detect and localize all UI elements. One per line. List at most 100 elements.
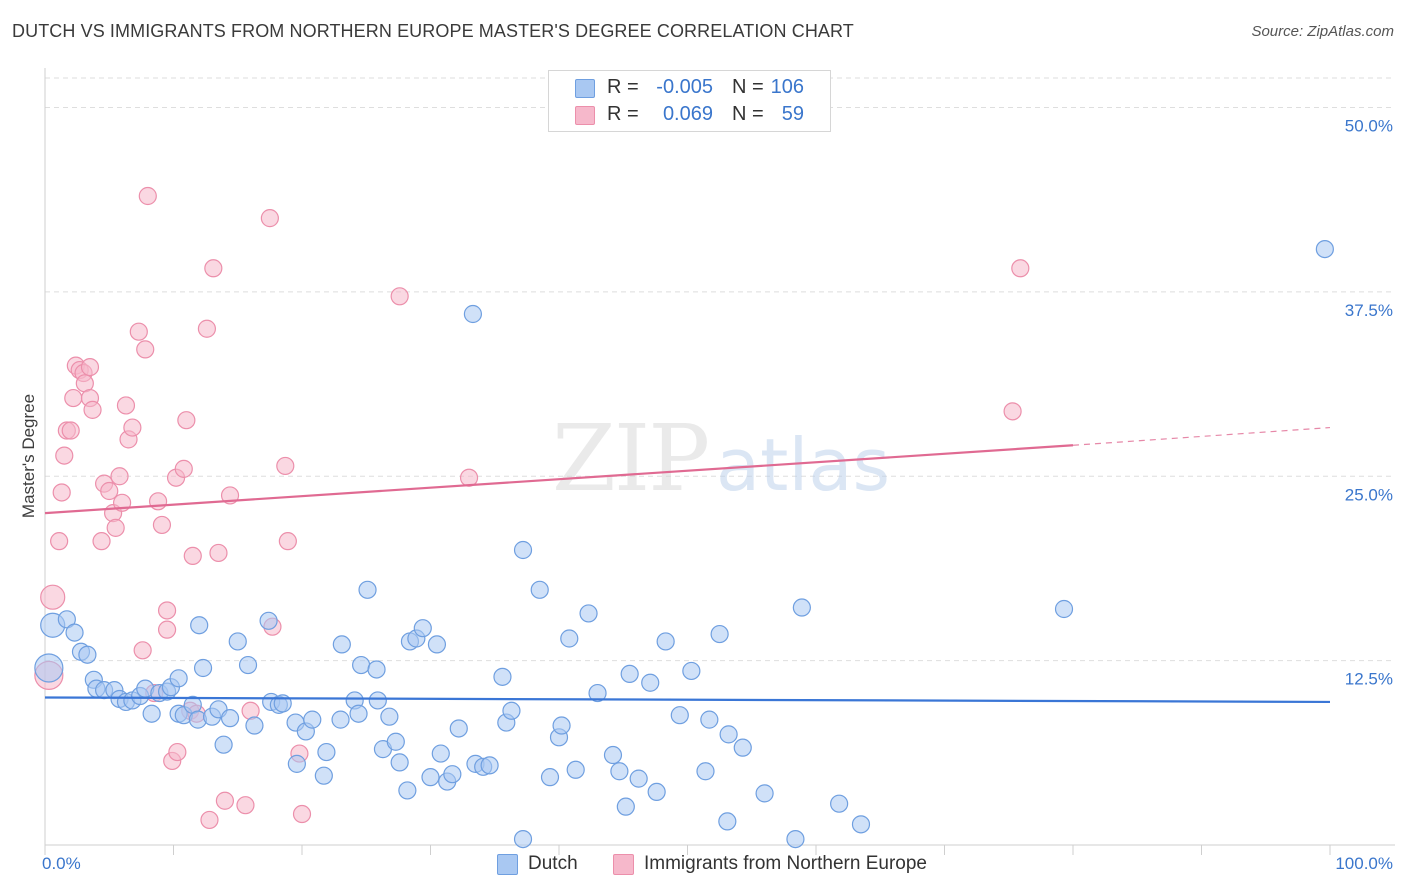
- immigrants-trend-line: [44, 444, 1074, 515]
- immigrants-point: [157, 620, 177, 639]
- legend-label-immigrants: Immigrants from Northern Europe: [644, 853, 927, 874]
- immigrants-point: [133, 641, 152, 660]
- dutch-point: [303, 710, 322, 729]
- immigrants-point: [106, 518, 125, 537]
- immigrants-point: [1003, 402, 1022, 421]
- dutch-point: [34, 653, 64, 683]
- dutch-point: [656, 632, 675, 651]
- immigrants-point: [215, 791, 234, 810]
- dutch-point: [579, 604, 598, 623]
- dutch-point: [610, 762, 629, 781]
- dutch-point: [390, 753, 409, 772]
- legend-n-label: N =: [732, 103, 764, 125]
- dutch-point: [368, 691, 387, 710]
- y-tick-label: 12.5%: [1345, 670, 1393, 689]
- y-axis-label: Master's Degree: [19, 394, 38, 518]
- dutch-point: [65, 623, 84, 642]
- immigrants-point: [390, 287, 409, 306]
- trend-lines: [44, 426, 1331, 704]
- dutch-point: [449, 719, 468, 738]
- dutch-point: [560, 629, 579, 648]
- dutch-point: [480, 756, 499, 775]
- dutch-point: [367, 660, 386, 679]
- immigrants-point: [116, 396, 136, 415]
- dutch-point: [647, 782, 666, 802]
- dutch-point: [540, 768, 560, 787]
- dutch-point: [287, 754, 306, 773]
- series-dutch-points: [34, 240, 1334, 849]
- dutch-point: [259, 611, 278, 630]
- immigrants-point: [40, 584, 66, 610]
- dutch-point: [603, 745, 623, 765]
- immigrants-point: [138, 186, 157, 206]
- dutch-point: [530, 580, 549, 599]
- legend-n-label: N =: [732, 76, 764, 98]
- legend-swatch-dutch: [575, 79, 595, 98]
- immigrants-trend-extension: [1072, 426, 1331, 446]
- dutch-point: [629, 769, 648, 788]
- immigrants-point: [204, 259, 223, 278]
- dutch-point: [413, 619, 432, 638]
- source-label: Source: ZipAtlas.com: [1251, 23, 1394, 40]
- immigrants-point: [80, 358, 100, 377]
- legend-r-value: 0.069: [662, 103, 713, 125]
- immigrants-point: [92, 532, 111, 551]
- dutch-point: [502, 701, 521, 720]
- dutch-point: [317, 742, 336, 762]
- immigrants-point: [50, 532, 69, 551]
- immigrants-point: [61, 421, 80, 440]
- legend-r-label: R =: [607, 76, 639, 98]
- immigrants-point: [276, 456, 295, 476]
- dutch-point: [718, 812, 737, 831]
- dutch-point: [670, 706, 689, 725]
- dutch-point: [169, 669, 188, 688]
- dutch-point: [1315, 240, 1334, 259]
- axes: [44, 68, 1395, 855]
- grid-lines: [45, 77, 1395, 662]
- y-tick-label: 50.0%: [1345, 117, 1393, 136]
- dutch-point: [398, 781, 417, 800]
- dutch-point: [142, 704, 161, 723]
- dutch-trend-line: [44, 696, 1331, 704]
- immigrants-point: [236, 796, 255, 815]
- dutch-point: [421, 768, 440, 787]
- dutch-point: [380, 707, 399, 726]
- legend-swatch-dutch: [497, 854, 518, 875]
- immigrants-point: [168, 742, 187, 762]
- immigrants-point: [197, 319, 217, 338]
- dutch-point: [427, 635, 447, 654]
- legend-r-value: -0.005: [656, 76, 713, 98]
- dutch-point: [620, 664, 639, 684]
- legend-n-value: 106: [770, 76, 804, 98]
- immigrants-point: [177, 411, 196, 430]
- legend-row-immigrants: R = 0.069 N = 59: [549, 102, 830, 128]
- dutch-point: [493, 667, 512, 686]
- watermark-atlas: atlas: [716, 423, 890, 507]
- immigrants-point: [1011, 259, 1030, 278]
- dutch-point: [220, 709, 240, 728]
- watermark-zip: ZIP: [552, 405, 708, 512]
- dutch-point: [733, 738, 752, 757]
- dutch-point: [314, 766, 333, 785]
- series-immigrants-points: [34, 186, 1030, 830]
- immigrants-point: [136, 340, 155, 359]
- dutch-point: [238, 655, 258, 675]
- series-legend: Dutch Immigrants from Northern Europe: [0, 852, 1406, 878]
- dutch-point: [228, 632, 247, 651]
- immigrants-point: [200, 810, 219, 830]
- dutch-point: [1054, 599, 1074, 619]
- dutch-point: [552, 716, 571, 735]
- dutch-point: [214, 735, 233, 754]
- dutch-point: [513, 829, 533, 849]
- dutch-point: [641, 673, 660, 692]
- immigrants-point: [55, 446, 74, 465]
- immigrants-point: [52, 483, 71, 502]
- legend-label-dutch: Dutch: [528, 853, 578, 874]
- immigrants-point: [64, 388, 83, 408]
- x-tick-label: 0.0%: [42, 854, 81, 873]
- immigrants-point: [129, 322, 148, 341]
- y-tick-label: 37.5%: [1345, 301, 1393, 320]
- y-tick-label: 25.0%: [1345, 485, 1393, 504]
- dutch-point: [588, 683, 607, 703]
